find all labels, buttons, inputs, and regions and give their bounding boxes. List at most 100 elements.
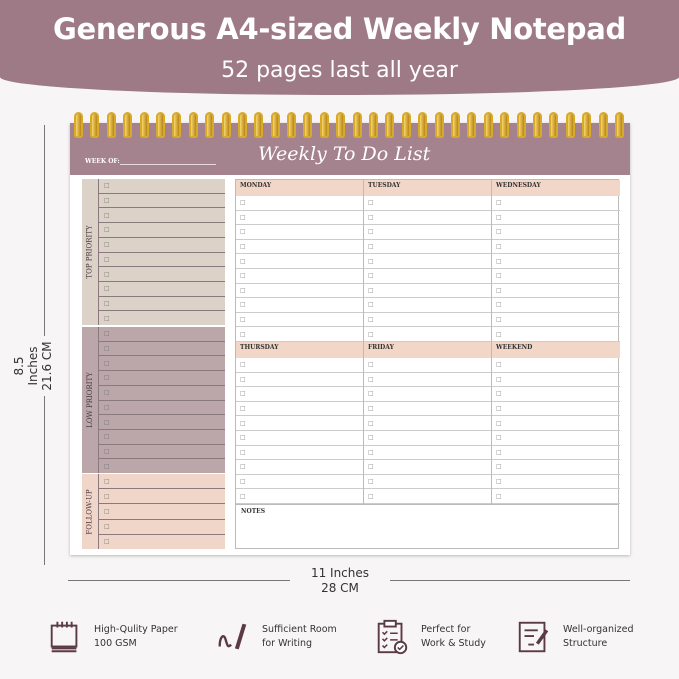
spiral-ring — [155, 112, 165, 138]
checkbox-row[interactable]: □ — [364, 446, 491, 461]
checkbox-row[interactable]: □ — [99, 253, 225, 268]
checkbox-row[interactable]: □ — [99, 282, 225, 297]
checkbox-row[interactable]: □ — [236, 211, 363, 226]
notepad-page: WEEK OF: Weekly To Do List TOP PRIORITY □… — [70, 123, 630, 555]
checkbox-row[interactable]: □ — [492, 373, 620, 388]
checkbox-row[interactable]: □ — [492, 313, 620, 328]
checkbox-row[interactable]: □ — [492, 298, 620, 313]
checkbox-row[interactable]: □ — [364, 196, 491, 211]
days-grid: NOTES MONDAY □ □ □ □ □ □ □ □ □ □ TUESDAY □ □ □ □ □ □ □ □ □ □ W… — [235, 179, 620, 549]
checkbox-row[interactable]: □ — [236, 225, 363, 240]
checkbox-row[interactable]: □ — [99, 445, 225, 460]
checkbox-row[interactable]: □ — [99, 342, 225, 357]
checkbox-row[interactable]: □ — [99, 194, 225, 209]
checkbox-row[interactable]: □ — [492, 460, 620, 475]
spiral-ring — [369, 112, 379, 138]
checkbox-row[interactable]: □ — [492, 327, 620, 342]
checkbox-row[interactable]: □ — [236, 373, 363, 388]
clipboard-checklist-icon — [377, 619, 408, 655]
checkbox-row[interactable]: □ — [364, 358, 491, 373]
checkbox-row[interactable]: □ — [492, 431, 620, 446]
checkbox-row[interactable]: □ — [104, 538, 110, 546]
checkbox-row[interactable]: □ — [236, 416, 363, 431]
checkbox-row[interactable]: □ — [104, 462, 110, 470]
checkbox-row[interactable]: □ — [364, 402, 491, 417]
checkbox-row[interactable]: □ — [364, 240, 491, 255]
checkbox-row[interactable]: □ — [236, 460, 363, 475]
spiral-ring — [106, 112, 116, 138]
checkbox-row[interactable]: □ — [492, 269, 620, 284]
spiral-ring — [221, 112, 231, 138]
checkbox-row[interactable]: □ — [236, 240, 363, 255]
spiral-ring — [418, 112, 428, 138]
checkbox-row[interactable]: □ — [236, 313, 363, 328]
checkbox-row[interactable]: □ — [99, 474, 225, 490]
checkbox-row[interactable]: □ — [492, 402, 620, 417]
checkbox-row[interactable]: □ — [236, 489, 363, 504]
checkbox-row[interactable]: □ — [492, 211, 620, 226]
checkbox-row[interactable]: □ — [492, 387, 620, 402]
banner-subtitle: 52 pages last all year — [221, 58, 458, 83]
checkbox-row[interactable]: □ — [99, 415, 225, 430]
checkbox-row[interactable]: □ — [236, 358, 363, 373]
checkbox-row[interactable]: □ — [364, 327, 491, 342]
checkbox-row[interactable]: □ — [99, 223, 225, 238]
checkbox-row[interactable]: □ — [99, 297, 225, 312]
checkbox-row[interactable]: □ — [364, 460, 491, 475]
checkbox-row[interactable]: □ — [364, 475, 491, 490]
checkbox-row[interactable]: □ — [99, 489, 225, 505]
checkbox-row[interactable]: □ — [492, 225, 620, 240]
day-header: WEDNESDAY — [492, 180, 620, 196]
checkbox-row[interactable]: □ — [364, 489, 491, 504]
checkbox-row[interactable]: □ — [236, 327, 363, 342]
checkbox-row[interactable]: □ — [99, 430, 225, 445]
checkbox-row[interactable]: □ — [492, 254, 620, 269]
checkbox-row[interactable]: □ — [99, 401, 225, 416]
checkbox-row[interactable]: □ — [492, 446, 620, 461]
checkbox-row[interactable]: □ — [364, 373, 491, 388]
notepad-icon — [50, 621, 78, 653]
checkbox-row[interactable]: □ — [364, 211, 491, 226]
section-label: TOP PRIORITY — [86, 225, 94, 279]
checkbox-row[interactable]: □ — [364, 284, 491, 299]
checkbox-row[interactable]: □ — [236, 254, 363, 269]
checkbox-row[interactable]: □ — [492, 489, 620, 504]
checkbox-row[interactable]: □ — [364, 416, 491, 431]
checkbox-row[interactable]: □ — [492, 284, 620, 299]
checkbox-row[interactable]: □ — [99, 208, 225, 224]
checkbox-row[interactable]: □ — [492, 475, 620, 490]
checkbox-row[interactable]: □ — [236, 387, 363, 402]
checkbox-row[interactable]: □ — [364, 387, 491, 402]
checkbox-row[interactable]: □ — [104, 314, 110, 322]
checkbox-row[interactable]: □ — [236, 196, 363, 211]
checkbox-row[interactable]: □ — [99, 238, 225, 253]
spiral-ring — [467, 112, 477, 138]
checkbox-row[interactable]: □ — [99, 327, 225, 342]
checkbox-row[interactable]: □ — [99, 520, 225, 535]
checkbox-row[interactable]: □ — [99, 504, 225, 520]
checkbox-row[interactable]: □ — [492, 358, 620, 373]
checkbox-row[interactable]: □ — [99, 267, 225, 282]
checkbox-row[interactable]: □ — [99, 179, 225, 194]
day-friday: FRIDAY □ □ □ □ □ □ □ □ □ □ — [364, 342, 492, 504]
checkbox-row[interactable]: □ — [236, 475, 363, 490]
spiral-ring — [450, 112, 460, 138]
checkbox-row[interactable]: □ — [364, 254, 491, 269]
checkbox-row[interactable]: □ — [99, 356, 225, 372]
checkbox-row[interactable]: □ — [99, 386, 225, 401]
checkbox-row[interactable]: □ — [364, 313, 491, 328]
checkbox-row[interactable]: □ — [236, 402, 363, 417]
checkbox-row[interactable]: □ — [236, 298, 363, 313]
checkbox-row[interactable]: □ — [99, 371, 225, 386]
checkbox-row[interactable]: □ — [236, 431, 363, 446]
checkbox-row[interactable]: □ — [236, 269, 363, 284]
checkbox-row[interactable]: □ — [236, 284, 363, 299]
checkbox-row[interactable]: □ — [364, 269, 491, 284]
checkbox-row[interactable]: □ — [364, 225, 491, 240]
checkbox-row[interactable]: □ — [492, 416, 620, 431]
checkbox-row[interactable]: □ — [364, 298, 491, 313]
checkbox-row[interactable]: □ — [492, 240, 620, 255]
checkbox-row[interactable]: □ — [236, 446, 363, 461]
checkbox-row[interactable]: □ — [364, 431, 491, 446]
checkbox-row[interactable]: □ — [492, 196, 620, 211]
